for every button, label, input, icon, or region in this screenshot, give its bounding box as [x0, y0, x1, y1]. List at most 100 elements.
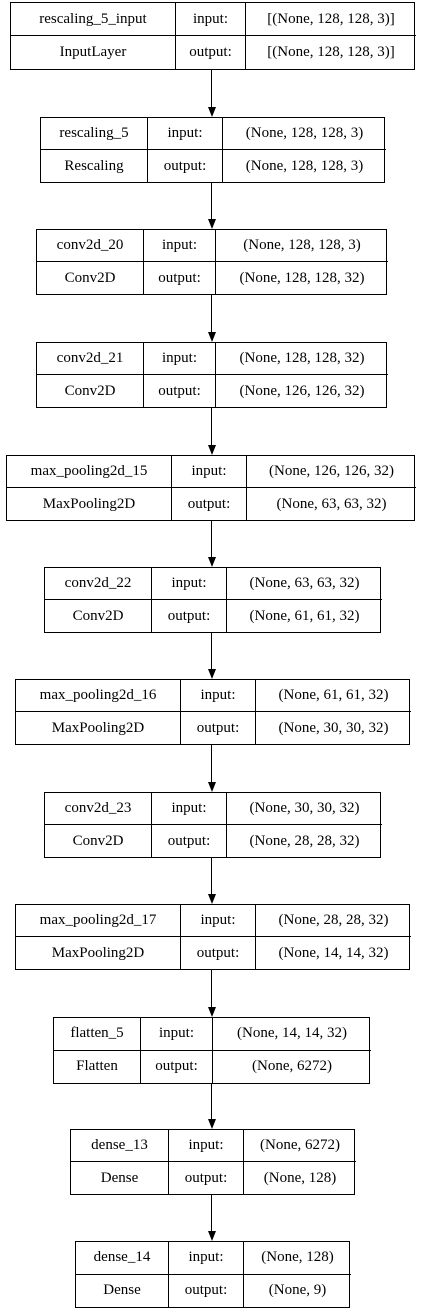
layer-node-max-pooling2d-16: max_pooling2d_16 input: (None, 61, 61, 32)…	[15, 679, 411, 745]
connector-arrow	[211, 70, 212, 108]
layer-node-max-pooling2d-17: max_pooling2d_17 input: (None, 28, 28, 32)…	[15, 904, 411, 970]
input-shape: (None, 128, 128, 3)	[223, 118, 386, 150]
output-label: output:	[152, 600, 227, 632]
layer-type: Dense	[76, 1274, 169, 1307]
connector-arrow	[211, 1084, 212, 1120]
layer-name: max_pooling2d_16	[16, 680, 181, 712]
input-label: input:	[176, 3, 246, 36]
input-shape: (None, 28, 28, 32)	[256, 905, 411, 937]
output-shape: (None, 14, 14, 32)	[278, 944, 389, 961]
layer-node-flatten-5: flatten_5 input: (None, 14, 14, 32) Flatten…	[53, 1017, 371, 1084]
arrowhead-icon	[207, 1231, 216, 1241]
input-shape: (None, 128)	[244, 1242, 351, 1275]
layer-node-conv2d-23: conv2d_23 input: (None, 30, 30, 32) Conv2D o…	[44, 792, 382, 858]
connector-arrow	[211, 633, 212, 670]
input-label: input:	[172, 456, 247, 488]
input-label: input:	[144, 343, 216, 375]
layer-node-rescaling-5-input: rescaling_5_input input: [(None, 128, 128,…	[10, 2, 416, 70]
layer-type: Dense	[71, 1162, 169, 1194]
output-shape: (None, 128)	[263, 1169, 337, 1186]
arrowhead-icon	[207, 445, 216, 455]
layer-type: Conv2D	[45, 825, 152, 857]
layer-name: rescaling_5	[41, 118, 148, 150]
output-shape: (None, 128, 128, 32)	[239, 269, 365, 286]
layer-type: Conv2D	[37, 262, 144, 294]
arrowhead-icon	[207, 219, 216, 229]
input-shape: (None, 61, 61, 32)	[256, 680, 411, 712]
connector-arrow	[211, 295, 212, 333]
connector-arrow	[211, 745, 212, 783]
output-label: output:	[181, 712, 256, 744]
layer-name: conv2d_22	[45, 568, 152, 600]
output-label: output:	[144, 262, 216, 294]
connector-arrow	[211, 858, 212, 895]
arrowhead-icon	[207, 669, 216, 679]
layer-type: Conv2D	[37, 375, 144, 407]
input-shape: (None, 6272)	[244, 1130, 356, 1162]
input-shape: (None, 14, 14, 32)	[213, 1018, 371, 1051]
layer-name: flatten_5	[54, 1018, 141, 1051]
layer-type: MaxPooling2D	[16, 937, 181, 969]
input-label: input:	[141, 1018, 213, 1051]
arrowhead-icon	[207, 557, 216, 567]
layer-name: dense_14	[76, 1242, 169, 1275]
layer-name: dense_13	[71, 1130, 169, 1162]
output-label: output:	[181, 937, 256, 969]
output-label: output:	[172, 488, 247, 520]
output-shape: (None, 63, 63, 32)	[276, 495, 387, 512]
output-shape: (None, 30, 30, 32)	[278, 719, 389, 736]
input-shape: [(None, 128, 128, 3)]	[246, 3, 416, 36]
output-shape: (None, 6272)	[252, 1058, 332, 1075]
connector-arrow	[211, 1195, 212, 1232]
layer-node-conv2d-22: conv2d_22 input: (None, 63, 63, 32) Conv2D o…	[44, 567, 382, 633]
layer-name: max_pooling2d_17	[16, 905, 181, 937]
layer-type: InputLayer	[11, 36, 176, 69]
input-label: input:	[169, 1130, 244, 1162]
output-shape: (None, 61, 61, 32)	[249, 607, 360, 624]
input-shape: (None, 30, 30, 32)	[227, 793, 382, 825]
layer-node-conv2d-21: conv2d_21 input: (None, 128, 128, 32) Conv2…	[36, 342, 388, 408]
output-label: output:	[148, 150, 223, 182]
arrowhead-icon	[207, 782, 216, 792]
output-label: output:	[169, 1274, 244, 1307]
output-label: output:	[144, 375, 216, 407]
layer-name: conv2d_21	[37, 343, 144, 375]
output-shape: [(None, 128, 128, 3)]	[267, 44, 395, 60]
layer-type: Flatten	[54, 1050, 141, 1083]
layer-type: MaxPooling2D	[16, 712, 181, 744]
layer-node-dense-14: dense_14 input: (None, 128) Dense output: (No…	[75, 1241, 351, 1308]
layer-type: Conv2D	[45, 600, 152, 632]
output-shape: (None, 126, 126, 32)	[239, 382, 365, 399]
layer-name: conv2d_23	[45, 793, 152, 825]
input-label: input:	[144, 230, 216, 262]
connector-arrow	[211, 408, 212, 446]
layer-node-dense-13: dense_13 input: (None, 6272) Dense output: (N…	[70, 1129, 356, 1195]
layer-node-rescaling-5: rescaling_5 input: (None, 128, 128, 3) Resc…	[40, 117, 386, 183]
output-label: output:	[152, 825, 227, 857]
input-label: input:	[152, 793, 227, 825]
connector-arrow	[211, 183, 212, 220]
input-label: input:	[181, 905, 256, 937]
arrowhead-icon	[207, 1119, 216, 1129]
input-shape: (None, 126, 126, 32)	[247, 456, 416, 488]
output-label: output:	[141, 1050, 213, 1083]
layer-type: MaxPooling2D	[7, 488, 172, 520]
layer-name: conv2d_20	[37, 230, 144, 262]
input-shape: (None, 128, 128, 32)	[216, 343, 388, 375]
input-shape: (None, 128, 128, 3)	[216, 230, 388, 262]
arrowhead-icon	[207, 332, 216, 342]
arrowhead-icon	[207, 894, 216, 904]
output-label: output:	[176, 36, 246, 69]
input-label: input:	[152, 568, 227, 600]
arrowhead-icon	[207, 107, 216, 117]
input-label: input:	[169, 1242, 244, 1275]
input-label: input:	[181, 680, 256, 712]
connector-arrow	[211, 521, 212, 558]
input-label: input:	[148, 118, 223, 150]
layer-node-conv2d-20: conv2d_20 input: (None, 128, 128, 3) Conv2D…	[36, 229, 388, 295]
output-shape: (None, 128, 128, 3)	[245, 157, 364, 174]
output-shape: (None, 28, 28, 32)	[249, 832, 360, 849]
arrowhead-icon	[207, 1007, 216, 1017]
output-label: output:	[169, 1162, 244, 1194]
